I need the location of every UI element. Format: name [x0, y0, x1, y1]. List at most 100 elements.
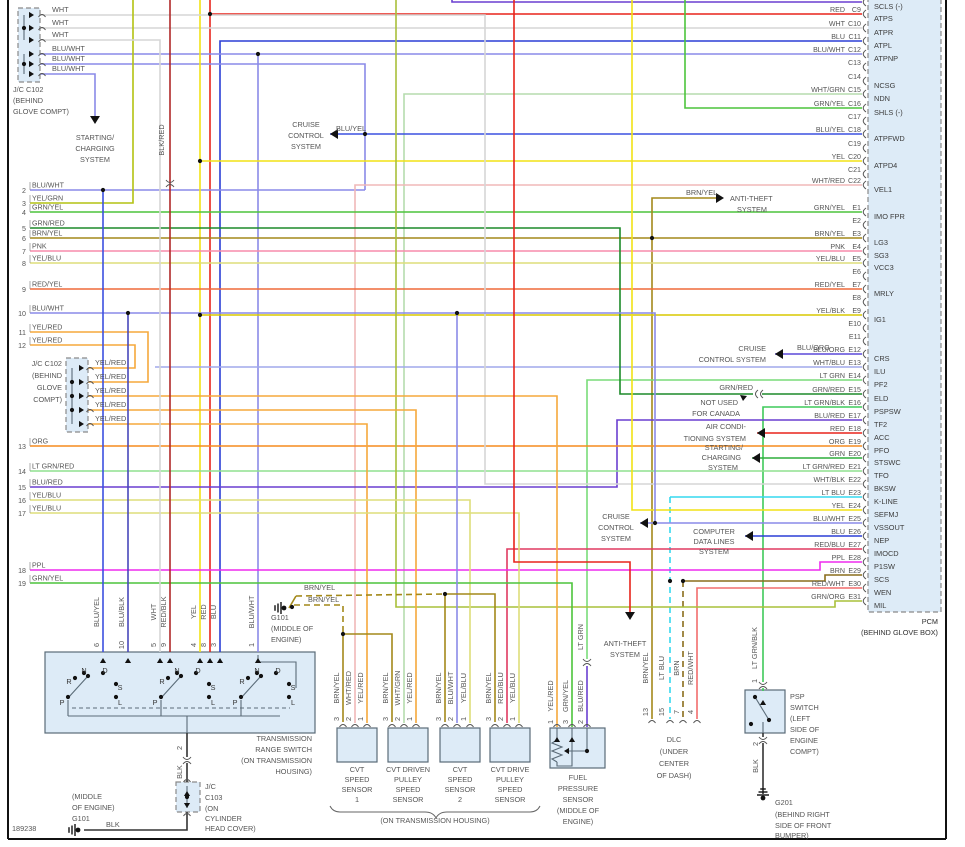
wire-red — [513, 0, 631, 616]
label: RED/BLU — [496, 672, 505, 704]
pcm-pin-e7: RED/YEL E7 MRLY — [815, 281, 894, 298]
pcm-pin-connector-arc — [862, 336, 867, 346]
pcm-pin-number: E9 — [852, 307, 861, 315]
wire-brn-yel — [651, 197, 720, 238]
entry-connector-arc — [38, 63, 46, 67]
label: 5 — [149, 643, 158, 647]
entry-connector-arc — [38, 27, 46, 31]
pcm-pin-number: E2 — [852, 217, 861, 225]
entry-connector-arc — [363, 724, 371, 728]
pcm-pin-name: NEP — [874, 536, 889, 545]
arrow-up-icon — [254, 658, 262, 663]
label: 1 — [459, 717, 468, 721]
label: (UNDER — [660, 747, 688, 756]
break-arc — [760, 389, 764, 399]
pcm-pin-e12: BLU/ORG E12 CRS — [813, 346, 890, 363]
pcm-pin-connector-arc — [862, 596, 867, 606]
label: (BEHIND GLOVE BOX) — [861, 628, 938, 637]
junction-dot — [21, 25, 27, 31]
label: YEL/RED — [95, 414, 126, 423]
break-arc — [758, 686, 768, 690]
label: L — [118, 698, 122, 707]
label: RED/WHT — [686, 650, 695, 685]
junction-dot — [206, 694, 212, 700]
pcm-pin-connector-arc — [862, 583, 867, 593]
pcm-pin-name: NCSG — [874, 81, 896, 90]
label: BRN/YEL — [484, 672, 493, 703]
pcm-pin-c15: WHT/GRN C15 NDN — [811, 86, 890, 103]
label: D — [275, 666, 280, 675]
pcm-pin-wire-color: WHT — [829, 20, 846, 28]
label: (BEHIND RIGHT — [775, 810, 830, 819]
label: 2 — [175, 746, 184, 750]
pcm-pin-e22: WHT/BLK E22 BKSW — [813, 476, 895, 493]
pcm-pin-rows: BLU/REDC8SCLS (-)REDC9ATPSWHTC10ATPRBLUC… — [803, 0, 905, 610]
label: CYLINDER — [205, 814, 242, 823]
label: SENSOR — [393, 795, 424, 804]
pcm-pin-e30: RED/WHT E30 WEN — [812, 580, 891, 597]
pcm-pin-name: TF2 — [874, 420, 887, 429]
label: HOUSING) — [276, 767, 313, 776]
pcm-pin-connector-arc — [862, 62, 867, 72]
pcm-pin-e25: BLU/WHT E25 VSSOUT — [813, 515, 905, 532]
label: BLU/WHT — [52, 54, 85, 63]
label: (ON TRANSMISSION — [241, 756, 312, 765]
wire-blu-red — [30, 419, 862, 488]
pcm-pin-number: E30 — [848, 580, 861, 588]
label: 1 — [508, 717, 517, 721]
left-wire-4: 4 GRN/YEL — [22, 204, 63, 218]
label: PULLEY — [394, 775, 422, 784]
entry-connector-arc — [38, 73, 46, 77]
pcm-pin-name: VEL1 — [874, 185, 892, 194]
pcm-pin-number: E24 — [848, 502, 861, 510]
pcm-pin-number: E13 — [848, 359, 861, 367]
entry-connector-arc — [400, 724, 408, 728]
junction-dot — [100, 187, 106, 193]
left-wire-color: PPL — [32, 562, 45, 570]
psp-switch-box — [744, 689, 786, 734]
pcm-pin-connector-arc — [862, 544, 867, 554]
pcm-label: (BEHIND GLOVE BOX) — [861, 628, 938, 637]
pcm-pin-name: K-LINE — [874, 497, 898, 506]
arrow-down-icon — [625, 612, 635, 620]
left-wire-number: 6 — [22, 235, 26, 243]
arrow-left-icon — [745, 531, 753, 541]
label: 2 — [458, 795, 462, 804]
label: AIR CONDI- — [706, 422, 747, 431]
pcm-pin-number: E17 — [848, 412, 861, 420]
label: 1 — [750, 679, 759, 683]
wire-brn-yel — [295, 593, 446, 597]
label: (ON TRANSMISSION HOUSING) — [380, 816, 489, 825]
label: (ON — [205, 804, 218, 813]
left-wire-number: 2 — [22, 187, 26, 195]
pcm-pin-number: E4 — [852, 243, 861, 251]
break-arc — [182, 756, 192, 760]
arrow-up-icon — [216, 658, 224, 663]
left-wire-17: 17 YEL/BLU — [18, 505, 61, 519]
label: YEL — [189, 605, 198, 619]
pcm-pin-number: E6 — [852, 268, 861, 276]
label: YEL/BLU — [459, 673, 468, 703]
pcm-pin-name: ACC — [874, 433, 890, 442]
pcm-pin-number: E15 — [848, 386, 861, 394]
label: 15 — [657, 708, 666, 716]
junction-dot — [286, 694, 292, 700]
internal-line — [160, 675, 182, 699]
label: R — [239, 677, 244, 686]
left-wire-10: 10 BLU/WHT — [18, 305, 64, 319]
left-wire-7: 7 PNK — [22, 243, 47, 257]
pcm-pin-connector-arc — [862, 362, 867, 372]
pcm-pin-e17: BLU/RED E17 TF2 — [814, 412, 887, 429]
internal-line — [67, 675, 89, 699]
left-wire-number: 15 — [18, 484, 26, 492]
left-wire-8: 8 YEL/BLU — [22, 255, 61, 269]
pcm-pin-number: C13 — [848, 59, 861, 67]
pcm-pin-e15: GRN/RED E15 ELD — [812, 386, 888, 403]
pcm-pin-name: ELD — [874, 394, 888, 403]
label: J/C C102 — [32, 359, 62, 368]
entry-connector-arc — [491, 724, 499, 728]
pcm-pin-name: ATPNP — [874, 54, 898, 63]
label: YEL/BLU — [508, 673, 517, 703]
junction-dot — [158, 694, 164, 700]
